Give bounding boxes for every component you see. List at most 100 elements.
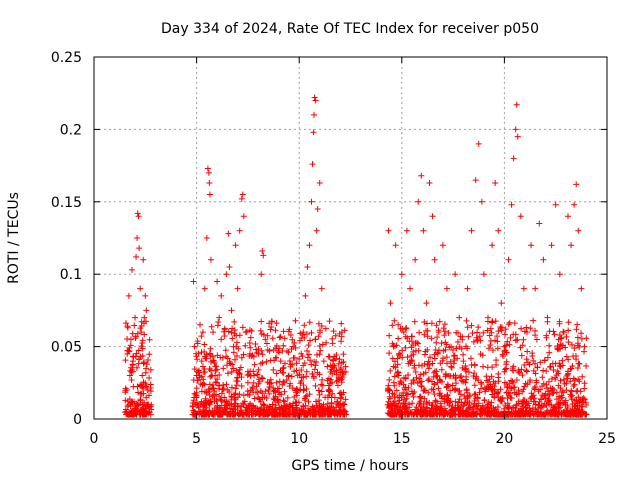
data-point xyxy=(290,400,297,407)
data-point xyxy=(471,397,478,404)
data-point xyxy=(575,376,582,383)
data-point xyxy=(134,235,141,241)
data-point xyxy=(428,386,435,393)
data-point xyxy=(301,407,308,414)
data-point xyxy=(504,400,511,407)
data-point xyxy=(508,377,515,384)
data-point xyxy=(280,364,287,371)
data-point xyxy=(296,356,303,363)
data-point xyxy=(513,391,520,398)
data-point xyxy=(325,382,332,389)
data-point xyxy=(574,364,581,371)
data-point xyxy=(194,338,201,345)
data-point xyxy=(495,374,502,381)
data-point xyxy=(396,397,403,404)
data-point xyxy=(197,321,204,328)
data-point xyxy=(228,384,235,391)
data-point xyxy=(571,201,578,208)
data-point xyxy=(273,342,280,349)
data-point xyxy=(213,363,220,370)
data-point xyxy=(289,385,296,392)
data-point xyxy=(528,394,535,401)
data-point xyxy=(556,401,563,408)
data-point xyxy=(519,411,526,418)
data-point xyxy=(233,377,240,384)
data-point xyxy=(424,333,431,340)
data-point xyxy=(122,408,129,415)
data-point xyxy=(478,381,485,388)
data-point xyxy=(298,409,305,416)
data-point xyxy=(276,334,283,341)
data-point xyxy=(313,398,320,405)
data-point xyxy=(304,263,311,270)
data-point xyxy=(189,411,196,418)
data-point xyxy=(287,363,294,370)
data-point xyxy=(485,345,492,352)
data-point xyxy=(546,349,553,356)
data-point xyxy=(190,278,197,285)
x-tick-label: 10 xyxy=(290,431,308,447)
data-point xyxy=(145,401,152,408)
data-point xyxy=(391,317,398,324)
data-point xyxy=(290,354,297,361)
data-point xyxy=(247,334,254,341)
data-point xyxy=(576,360,583,367)
data-point xyxy=(200,406,207,413)
data-point xyxy=(477,337,484,344)
data-point xyxy=(238,195,245,202)
data-point xyxy=(458,377,465,384)
data-point xyxy=(455,387,462,394)
data-point xyxy=(428,320,435,327)
data-point xyxy=(531,386,538,393)
data-point xyxy=(272,327,279,334)
data-point xyxy=(398,379,405,386)
data-point xyxy=(201,365,208,372)
data-point xyxy=(443,285,450,292)
data-point xyxy=(221,394,228,401)
data-point xyxy=(342,363,349,370)
data-point xyxy=(477,385,484,392)
data-point xyxy=(131,410,138,417)
data-point xyxy=(550,389,557,396)
data-point xyxy=(453,345,460,352)
data-point xyxy=(143,307,150,314)
data-point xyxy=(431,381,438,388)
data-point xyxy=(522,380,529,387)
data-point xyxy=(564,409,571,416)
data-point xyxy=(193,353,200,360)
data-point xyxy=(244,379,251,386)
data-point xyxy=(488,405,495,412)
data-point xyxy=(314,206,321,213)
data-point xyxy=(519,342,526,349)
data-point xyxy=(278,391,285,398)
data-point xyxy=(271,387,278,394)
data-point xyxy=(410,341,417,348)
data-point xyxy=(258,318,265,325)
data-point xyxy=(311,94,318,101)
data-point xyxy=(568,341,575,348)
data-point xyxy=(444,381,451,388)
data-point xyxy=(484,411,491,418)
data-point xyxy=(386,332,393,339)
data-point xyxy=(226,263,233,270)
data-point xyxy=(425,377,432,384)
data-point xyxy=(226,388,233,395)
data-point xyxy=(285,328,292,335)
data-point xyxy=(559,388,566,395)
data-point xyxy=(336,356,343,363)
data-point xyxy=(193,385,200,392)
data-point xyxy=(241,398,248,405)
data-point xyxy=(565,356,572,363)
data-point xyxy=(189,403,196,410)
data-point xyxy=(302,402,309,409)
data-point xyxy=(418,172,425,179)
data-point xyxy=(291,394,298,401)
data-point xyxy=(319,341,326,348)
data-point xyxy=(507,334,514,341)
data-point xyxy=(126,344,133,351)
data-point xyxy=(139,372,146,379)
data-point xyxy=(543,334,550,341)
data-point xyxy=(335,360,342,367)
data-point xyxy=(492,179,499,186)
data-point xyxy=(332,332,339,339)
